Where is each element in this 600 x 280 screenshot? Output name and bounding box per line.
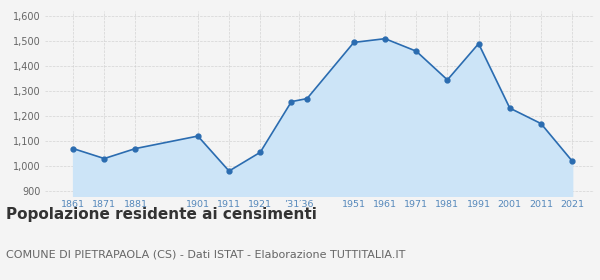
Text: COMUNE DI PIETRAPAOLA (CS) - Dati ISTAT - Elaborazione TUTTITALIA.IT: COMUNE DI PIETRAPAOLA (CS) - Dati ISTAT … bbox=[6, 249, 406, 259]
Text: Popolazione residente ai censimenti: Popolazione residente ai censimenti bbox=[6, 207, 317, 222]
